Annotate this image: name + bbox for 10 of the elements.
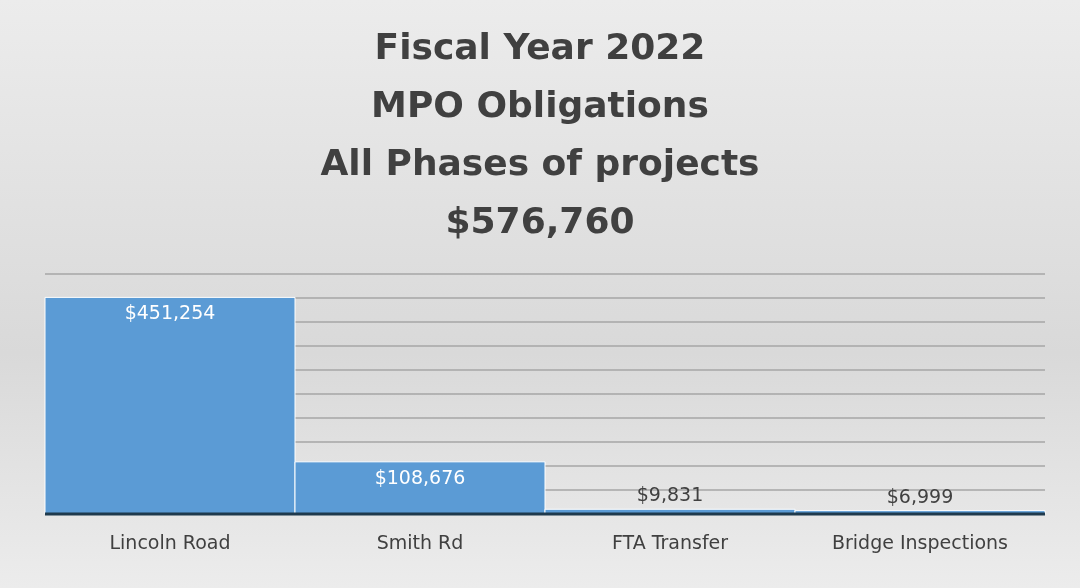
- x-tick-label: Bridge Inspections: [831, 531, 1009, 554]
- data-label: $6,999: [886, 484, 954, 507]
- x-tick-label: Smith Rd: [376, 531, 464, 554]
- chart-subtitle: $576,760: [444, 199, 636, 243]
- data-label: $9,831: [636, 483, 704, 506]
- data-label: $108,676: [374, 465, 466, 488]
- data-label: $451,254: [124, 301, 216, 324]
- x-tick-label: Lincoln Road: [109, 531, 231, 554]
- chart-title: Fiscal Year 2022 MPO Obligations All Phases of projects: [319, 25, 761, 185]
- x-tick-label: FTA Transfer: [611, 531, 729, 554]
